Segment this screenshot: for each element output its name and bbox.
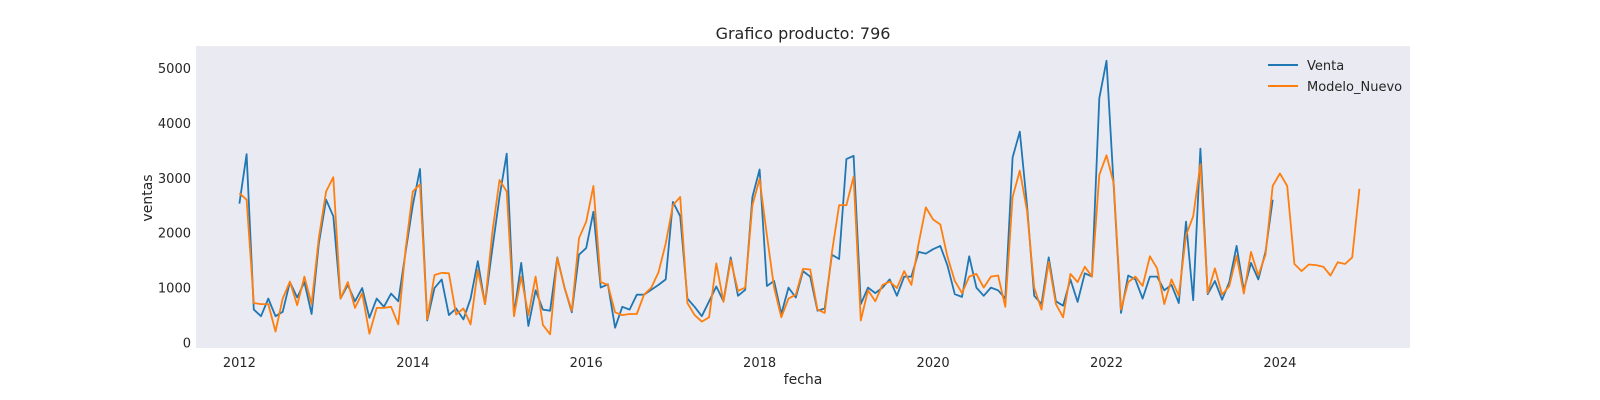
x-tick-label: 2024	[1263, 356, 1296, 371]
y-tick-label: 3000	[158, 172, 191, 187]
x-tick-labels: 2012 2014 2016 2018 2020 2022 2024	[223, 356, 1297, 371]
legend-label-modelo-nuevo: Modelo_Nuevo	[1307, 80, 1402, 95]
y-tick-label: 1000	[158, 282, 191, 297]
x-tick-label: 2022	[1090, 356, 1123, 371]
y-tick-label: 4000	[158, 117, 191, 132]
x-tick-label: 2012	[223, 356, 256, 371]
x-tick-label: 2016	[570, 356, 603, 371]
y-tick-label: 5000	[158, 62, 191, 77]
x-tick-label: 2020	[917, 356, 950, 371]
y-tick-label: 0	[183, 337, 191, 352]
legend: Venta Modelo_Nuevo	[1268, 59, 1402, 95]
x-axis-label: fecha	[784, 372, 823, 388]
series-line-modelo-nuevo	[238, 154, 1361, 336]
x-tick-label: 2014	[396, 356, 429, 371]
y-tick-label: 2000	[158, 227, 191, 242]
chart-title: Grafico producto: 796	[716, 24, 891, 43]
plot-area	[196, 46, 1410, 348]
y-axis-label: ventas	[140, 174, 156, 221]
series-lines	[238, 59, 1361, 336]
series-line-venta	[238, 59, 1274, 329]
x-tick-label: 2018	[743, 356, 776, 371]
y-tick-labels: 0 1000 2000 3000 4000 5000	[158, 62, 191, 352]
legend-label-venta: Venta	[1307, 59, 1344, 74]
